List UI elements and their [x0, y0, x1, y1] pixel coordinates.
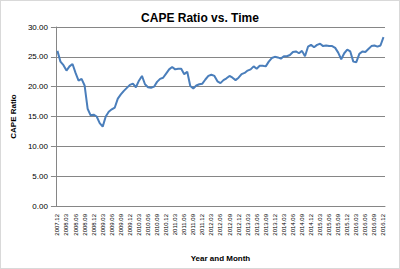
svg-text:2013.06: 2013.06 [254, 213, 260, 235]
svg-text:20.00: 20.00 [28, 82, 49, 91]
svg-text:15.00: 15.00 [28, 112, 49, 121]
svg-text:2011.12: 2011.12 [199, 213, 205, 235]
svg-text:2009.12: 2009.12 [127, 213, 133, 235]
svg-text:2015.09: 2015.09 [335, 213, 341, 235]
svg-text:2015.03: 2015.03 [317, 213, 323, 235]
svg-text:2011.09: 2011.09 [190, 213, 196, 235]
svg-text:2011.03: 2011.03 [172, 213, 178, 235]
svg-text:2015.12: 2015.12 [344, 213, 350, 235]
svg-text:2009.03: 2009.03 [100, 213, 106, 235]
svg-text:2008.06: 2008.06 [73, 213, 79, 235]
svg-text:2009.06: 2009.06 [109, 213, 115, 235]
svg-text:2016.09: 2016.09 [371, 213, 377, 235]
svg-text:25.00: 25.00 [28, 52, 49, 61]
svg-text:2008.09: 2008.09 [82, 213, 88, 235]
svg-text:2015.06: 2015.06 [326, 213, 332, 235]
svg-text:2014.03: 2014.03 [281, 213, 287, 235]
svg-text:5.00: 5.00 [32, 172, 48, 181]
svg-text:2014.12: 2014.12 [308, 213, 314, 235]
svg-text:2013.09: 2013.09 [263, 213, 269, 235]
svg-text:2012.06: 2012.06 [217, 213, 223, 235]
svg-text:2010.09: 2010.09 [154, 213, 160, 235]
svg-text:2010.06: 2010.06 [145, 213, 151, 235]
svg-text:2014.06: 2014.06 [290, 213, 296, 235]
svg-text:30.00: 30.00 [28, 23, 49, 32]
svg-text:2012.03: 2012.03 [208, 213, 214, 235]
svg-text:2014.09: 2014.09 [299, 213, 305, 235]
svg-text:2011.06: 2011.06 [181, 213, 187, 235]
svg-text:CAPE Ratio: CAPE Ratio [9, 94, 18, 139]
svg-text:2007.12: 2007.12 [54, 213, 60, 235]
svg-text:2013.03: 2013.03 [245, 213, 251, 235]
svg-text:CAPE Ratio vs. Time: CAPE Ratio vs. Time [141, 11, 259, 25]
svg-text:Year and Month: Year and Month [191, 254, 251, 263]
svg-text:2016.12: 2016.12 [380, 213, 386, 235]
svg-text:2016.03: 2016.03 [353, 213, 359, 235]
svg-text:10.00: 10.00 [28, 142, 49, 151]
svg-text:2009.09: 2009.09 [118, 213, 124, 235]
svg-text:2012.09: 2012.09 [227, 213, 233, 235]
svg-text:2008.03: 2008.03 [63, 213, 69, 235]
svg-text:2016.06: 2016.06 [362, 213, 368, 235]
svg-text:2010.03: 2010.03 [136, 213, 142, 235]
svg-text:2012.12: 2012.12 [236, 213, 242, 235]
svg-text:2008.12: 2008.12 [91, 213, 97, 235]
svg-text:2013.12: 2013.12 [272, 213, 278, 235]
svg-text:0.00: 0.00 [32, 202, 48, 211]
svg-text:2010.12: 2010.12 [163, 213, 169, 235]
